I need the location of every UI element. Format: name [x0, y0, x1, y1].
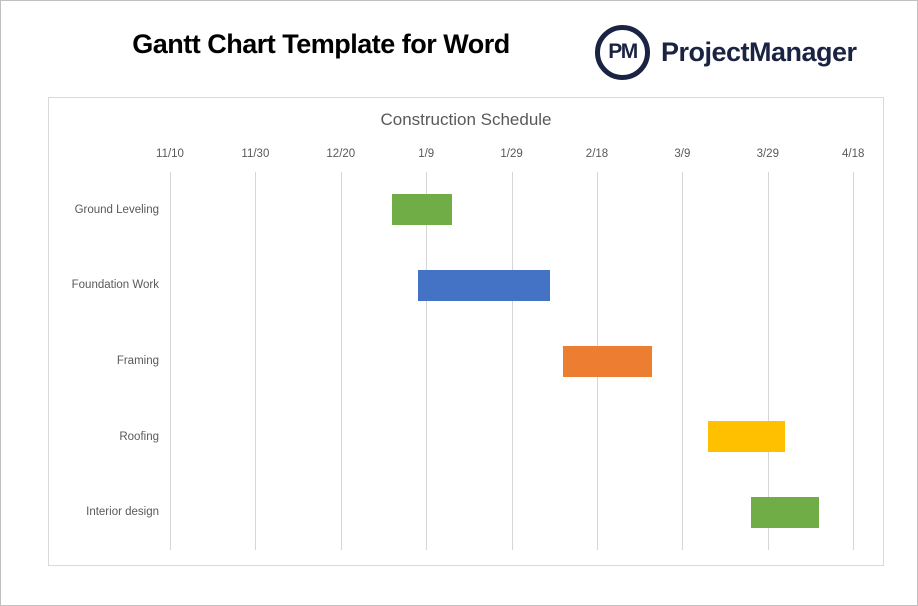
- axis-tick-label: 4/18: [841, 148, 865, 160]
- axis-tick-label: 11/30: [241, 148, 270, 160]
- task-labels: Ground Leveling Foundation Work Framing Roo…: [49, 98, 883, 565]
- axis-tick-label: 11/10: [156, 148, 184, 160]
- gantt-bar-ground-leveling: [392, 194, 452, 226]
- chart-title: Construction Schedule: [380, 110, 552, 129]
- gridline: [255, 172, 257, 550]
- task-label: Ground Leveling: [74, 203, 159, 216]
- gantt-bar-foundation-work: [417, 269, 551, 301]
- pm-monogram-icon: PM: [595, 24, 650, 80]
- gantt-bar-interior-design: [750, 496, 820, 528]
- axis-tick-label: 1/9: [418, 148, 435, 160]
- axis-tick-label: 1/29: [500, 148, 523, 160]
- task-label: Foundation Work: [71, 279, 159, 292]
- gantt-bar-roofing: [708, 421, 785, 453]
- gridline: [767, 172, 769, 550]
- pm-monogram-text: PM: [608, 40, 638, 63]
- task-label: Interior design: [86, 506, 159, 519]
- gantt-chart: Construction Schedule 11/10 11/30 12/20 1/9…: [48, 97, 884, 566]
- brand-name: ProjectManager: [661, 36, 857, 67]
- gridline: [682, 172, 684, 550]
- gridline: [340, 172, 342, 550]
- task-label: Roofing: [119, 430, 159, 443]
- axis-tick-label: 2/18: [585, 148, 609, 160]
- gridline: [426, 172, 428, 550]
- task-label: Framing: [116, 355, 159, 367]
- page-title: Gantt Chart Template for Word: [132, 29, 510, 59]
- gridline: [511, 172, 513, 550]
- gantt-bar-framing: [562, 345, 653, 377]
- axis-tick-label: 12/20: [326, 148, 356, 160]
- date-axis: 11/10 11/30 12/20 1/9 1/29 2/18 3/9 3/29 4/18: [49, 98, 883, 565]
- axis-tick-label: 3/9: [674, 148, 691, 160]
- plot-area: [49, 98, 883, 565]
- gridline: [170, 172, 171, 550]
- brand-logo: PM ProjectManager: [595, 24, 857, 80]
- gridline: [853, 172, 855, 550]
- axis-tick-label: 3/29: [756, 148, 779, 160]
